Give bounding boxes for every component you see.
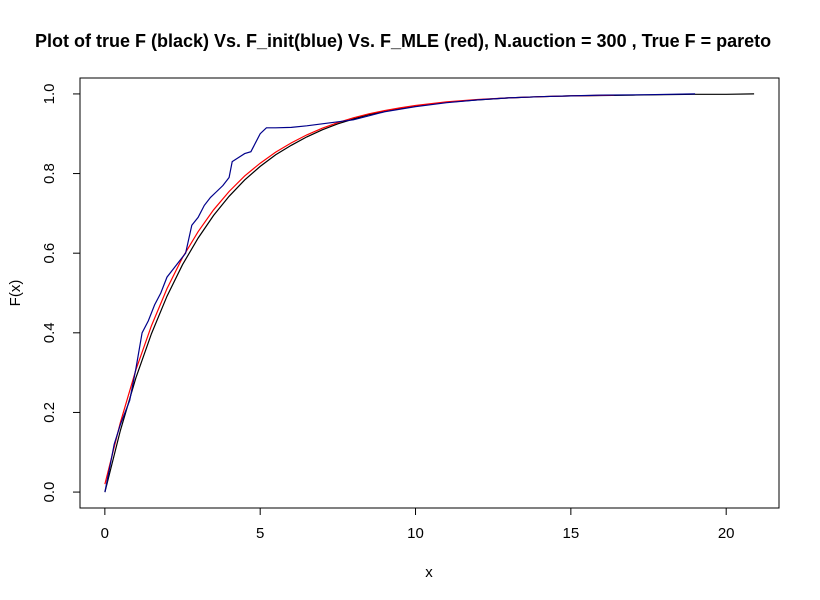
y-tick-label: 0.4 [41,322,58,343]
series-line-2 [104,93,696,493]
y-axis: 0.0 0.2 0.4 0.6 0.8 1.0 [41,83,81,503]
series-line-0 [104,93,755,493]
y-tick-label: 0.0 [41,482,58,503]
x-tick-label: 5 [256,525,264,542]
series-line-1 [104,94,615,485]
y-tick-label: 0.6 [41,243,58,264]
series-layer [104,93,755,493]
x-axis: 0 5 10 15 20 [101,507,735,542]
x-tick-label: 15 [563,525,580,542]
y-tick-label: 0.8 [41,163,58,184]
x-tick-label: 20 [718,525,735,542]
y-axis-label: F(x) [7,280,24,307]
chart-title: Plot of true F (black) Vs. F_init(blue) … [35,31,771,51]
x-tick-label: 10 [407,525,424,542]
plot-frame [79,77,780,509]
y-tick-label: 1.0 [41,83,58,104]
y-tick-label: 0.2 [41,402,58,423]
x-axis-label: x [425,564,433,581]
x-tick-label: 0 [101,525,109,542]
